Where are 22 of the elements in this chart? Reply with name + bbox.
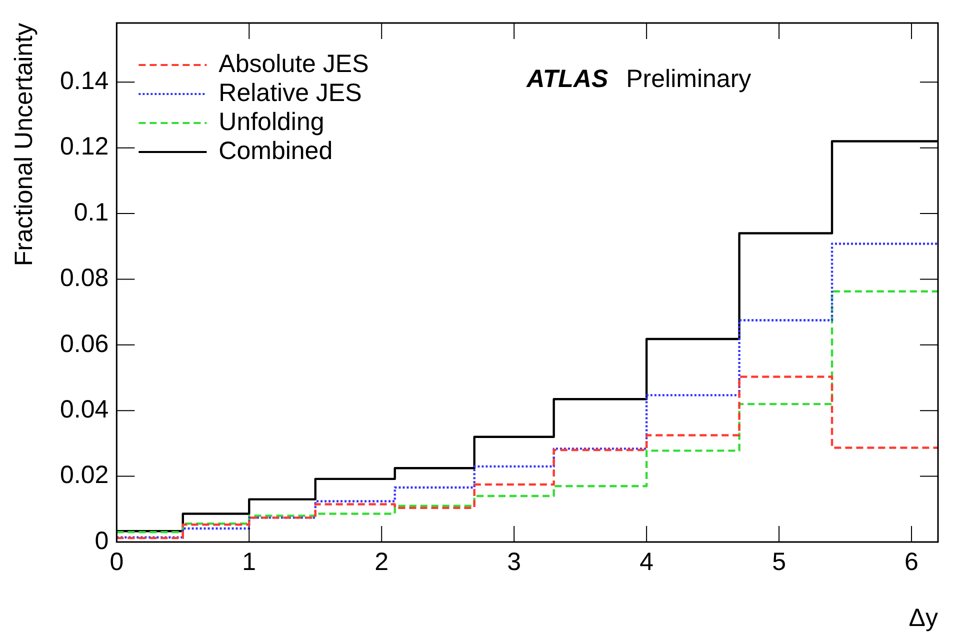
y-axis-title: Fractional Uncertainty xyxy=(10,22,38,266)
y-tick-label: 0.14 xyxy=(60,67,109,96)
y-tick-label: 0.02 xyxy=(60,461,109,490)
x-axis-title: Δy xyxy=(908,604,938,632)
y-tick-label: 0 xyxy=(94,526,109,555)
legend-label: Unfolding xyxy=(218,108,324,136)
x-tick-label: 6 xyxy=(904,548,918,576)
y-tick-label: 0.04 xyxy=(60,396,109,424)
annotation: ATLAS xyxy=(526,64,608,93)
x-tick-label: 5 xyxy=(772,548,786,576)
annotation: Preliminary xyxy=(626,64,752,93)
y-tick-label: 0.08 xyxy=(60,264,109,292)
x-tick-label: 4 xyxy=(640,548,654,576)
x-tick-label: 3 xyxy=(507,548,522,576)
y-tick-label: 0.1 xyxy=(74,198,109,226)
legend-label: Absolute JES xyxy=(218,50,369,78)
y-tick-label: 0.12 xyxy=(60,132,109,161)
legend-label: Combined xyxy=(218,136,333,165)
x-tick-label: 2 xyxy=(374,548,389,576)
legend-label: Relative JES xyxy=(218,78,362,107)
y-tick-label: 0.06 xyxy=(60,330,109,358)
x-tick-label: 1 xyxy=(242,548,256,576)
